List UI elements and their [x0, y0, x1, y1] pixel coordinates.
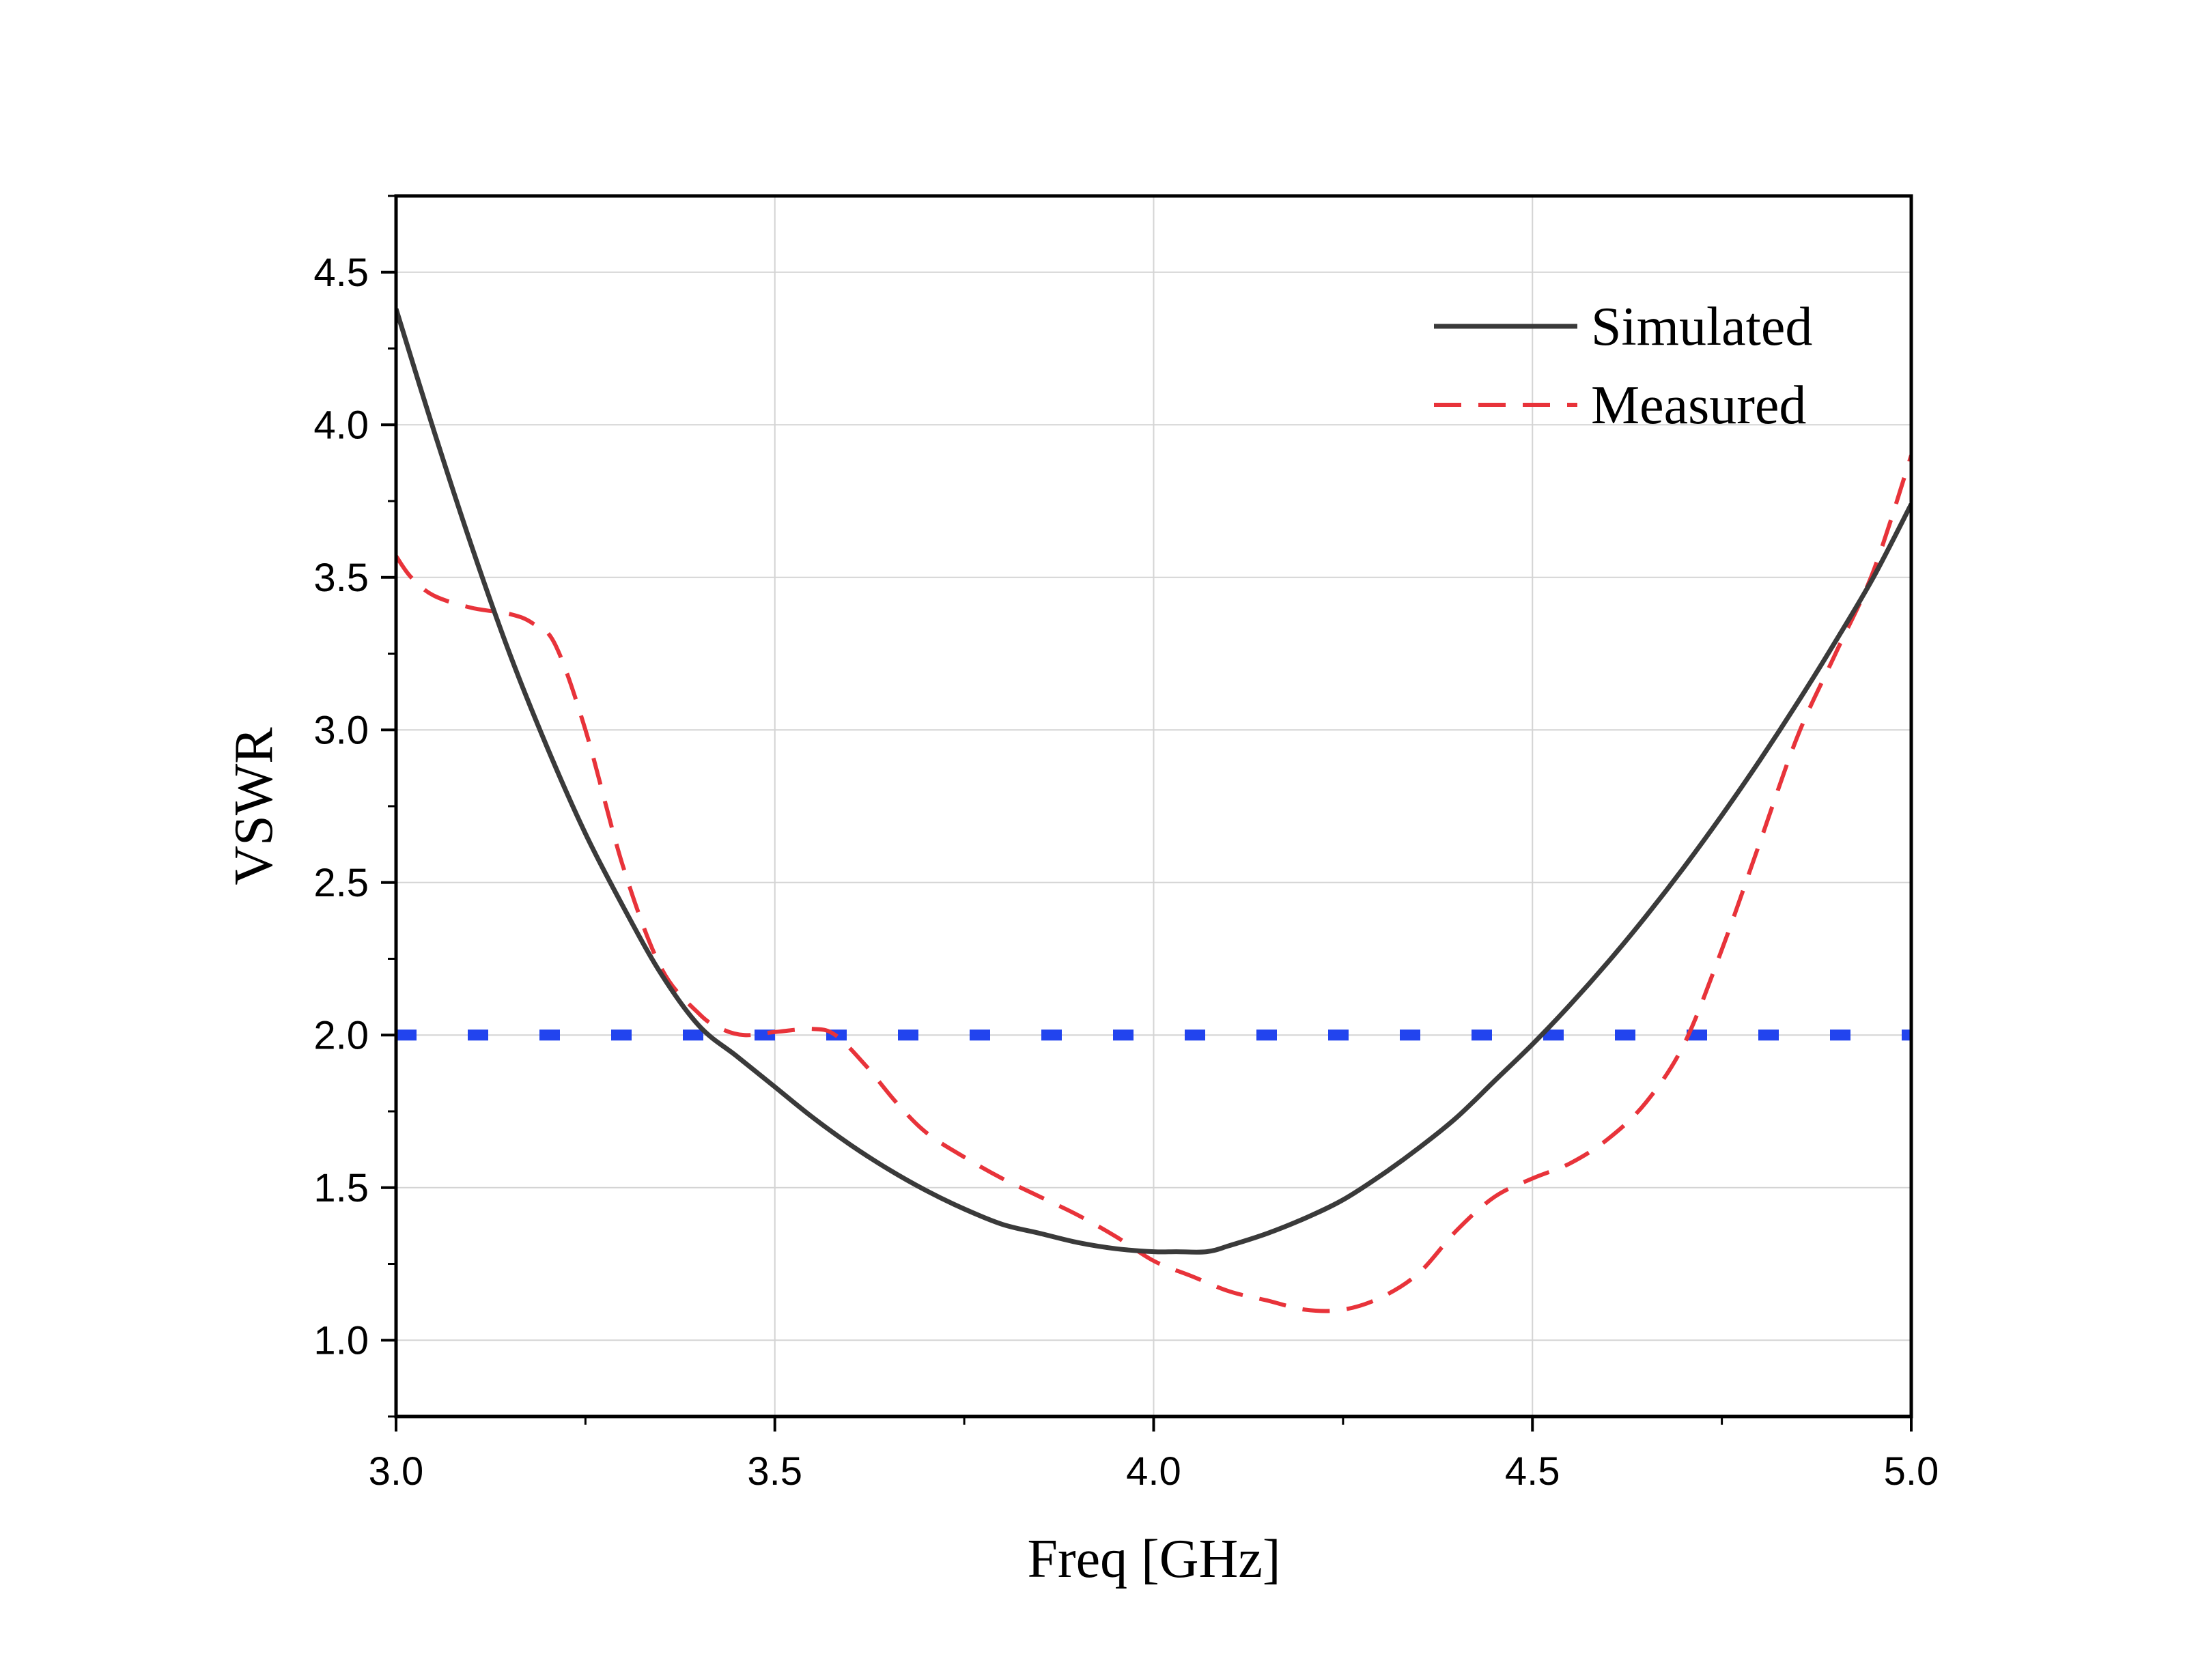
y-tick-label: 3.0 — [313, 708, 369, 752]
x-tick-label: 3.0 — [369, 1449, 424, 1494]
legend-label-simulated: Simulated — [1591, 297, 1812, 357]
x-axis-title: Freq [GHz] — [1028, 1529, 1281, 1589]
grid-lines — [396, 196, 1911, 1416]
y-tick-label: 4.5 — [313, 251, 369, 295]
y-tick-label: 2.5 — [313, 861, 369, 905]
legend: Simulated Measured — [1434, 297, 1812, 436]
plot-area — [396, 308, 1911, 1313]
x-tick-label: 3.5 — [747, 1449, 802, 1494]
series-line-simulated — [396, 308, 1911, 1255]
y-axis-title: VSWR — [224, 727, 284, 885]
series-line-measured — [396, 455, 1911, 1313]
x-tick-label: 4.5 — [1505, 1449, 1560, 1494]
legend-label-measured: Measured — [1591, 375, 1806, 436]
y-tick-label: 4.0 — [313, 403, 369, 447]
y-tick-label: 2.0 — [313, 1013, 369, 1057]
x-tick-label: 4.0 — [1126, 1449, 1181, 1494]
y-tick-label: 1.5 — [313, 1166, 369, 1210]
x-tick-label: 5.0 — [1884, 1449, 1939, 1494]
y-tick-label: 3.5 — [313, 556, 369, 600]
y-tick-label: 1.0 — [313, 1318, 369, 1363]
axis-ticks: 3.0 3.5 4.0 4.5 5.0 1.0 1.5 2.0 2.5 3.0 3.5 4.0 4.5 — [313, 195, 1939, 1494]
